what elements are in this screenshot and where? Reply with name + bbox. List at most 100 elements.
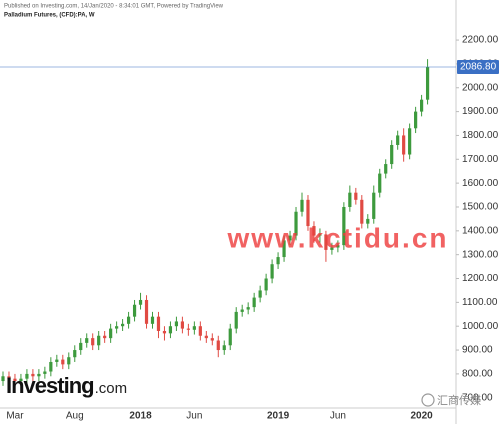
candle-body — [168, 326, 173, 334]
candle-body — [312, 226, 316, 236]
candle-body — [186, 328, 190, 330]
candle-body — [282, 240, 286, 258]
candle-body — [294, 211, 298, 236]
candle-body — [103, 335, 107, 339]
candle-body — [402, 135, 406, 155]
y-tick-label: 1200.00 — [462, 273, 499, 284]
chart-title: Palladium Futures, (CFD):PA, W — [4, 13, 95, 19]
candle-body — [126, 316, 131, 324]
candle-body — [240, 309, 244, 312]
candle-body — [270, 264, 274, 279]
candle-body — [276, 257, 280, 265]
candle-body — [425, 67, 430, 100]
candle-body — [67, 357, 71, 365]
candle-body — [342, 206, 346, 246]
candle-body — [216, 340, 220, 351]
x-tick-label: 2020 — [410, 411, 433, 422]
candle-body — [228, 328, 232, 346]
y-tick-label: 1000.00 — [462, 321, 499, 332]
candle-body — [354, 192, 358, 200]
candle-body — [150, 316, 155, 324]
candle-body — [246, 307, 250, 310]
logo: Investing — [6, 373, 94, 398]
corner-icon — [421, 393, 435, 407]
candle-body — [109, 328, 113, 339]
candle-body — [121, 323, 125, 327]
candle-body — [97, 335, 101, 346]
candle-body — [414, 111, 418, 129]
candle-body — [43, 371, 47, 374]
y-tick-label: 2200.00 — [462, 35, 499, 46]
candle-body — [7, 376, 11, 379]
watermark: www.kctidu.cn — [227, 222, 449, 253]
candle-body — [300, 199, 304, 212]
candle-body — [180, 321, 184, 329]
candle-body — [204, 335, 208, 339]
x-tick-label: 2019 — [267, 411, 290, 422]
candle-body — [25, 373, 29, 379]
candle-body — [306, 199, 310, 227]
candle-body — [132, 304, 137, 317]
x-tick-label: Mar — [6, 411, 24, 422]
candle-body — [360, 199, 364, 224]
candle-body — [174, 321, 179, 327]
candle-body — [49, 361, 53, 372]
candle-body — [115, 326, 119, 329]
candle-body — [384, 164, 388, 174]
last-price-label: 2086.80 — [460, 62, 497, 73]
candle-body — [37, 373, 41, 377]
candle-body — [390, 144, 394, 165]
candle-body — [234, 311, 238, 329]
x-tick-label: Aug — [66, 411, 84, 422]
candle-body — [61, 359, 65, 365]
candle-body — [264, 278, 268, 291]
candle-body — [420, 99, 424, 112]
y-tick-label: 1100.00 — [462, 297, 498, 308]
logo-suffix: .com — [95, 380, 128, 397]
candle-body — [372, 192, 376, 219]
candle-body — [318, 234, 322, 236]
candle-body — [288, 235, 292, 241]
candle-body — [324, 234, 328, 250]
y-tick-label: 1900.00 — [462, 106, 499, 117]
candle-body — [336, 245, 340, 248]
candle-body — [55, 359, 59, 362]
candle-body — [348, 192, 352, 207]
y-tick-label: 2000.00 — [462, 82, 499, 93]
corner-mark: 汇商传媒 — [437, 393, 481, 407]
candle-body — [79, 342, 83, 351]
candle-body — [396, 135, 400, 145]
candle-body — [13, 378, 17, 382]
candle-body — [85, 338, 89, 343]
candle-body — [366, 218, 370, 224]
candle-body — [91, 338, 95, 346]
candle-body — [192, 326, 196, 330]
candle-body — [144, 299, 149, 324]
y-tick-label: 1400.00 — [462, 225, 499, 236]
candle-body — [138, 299, 143, 305]
candle-body — [31, 373, 35, 377]
y-tick-label: 700.00 — [462, 392, 493, 403]
candle-body — [156, 316, 161, 331]
candle-body — [222, 345, 226, 351]
x-tick-label: Jun — [186, 411, 202, 422]
y-tick-label: 1300.00 — [462, 249, 499, 260]
candle-body — [210, 338, 214, 341]
candle-body — [378, 173, 382, 193]
x-tick-label: 2018 — [129, 411, 152, 422]
x-tick-label: Jun — [330, 411, 346, 422]
candle-body — [19, 378, 23, 382]
chart-subtitle: Published on Investing.com, 14/Jan/2020 … — [4, 4, 224, 10]
y-tick-label: 1800.00 — [462, 130, 499, 141]
candle-body — [252, 297, 256, 308]
candle-body — [162, 330, 167, 334]
candle-body — [198, 326, 202, 336]
y-tick-label: 1700.00 — [462, 154, 499, 165]
candle-body — [1, 376, 5, 382]
candle-body — [258, 290, 262, 298]
y-tick-label: 800.00 — [462, 369, 493, 380]
y-tick-label: 1500.00 — [462, 202, 499, 213]
candle-body — [330, 247, 334, 250]
